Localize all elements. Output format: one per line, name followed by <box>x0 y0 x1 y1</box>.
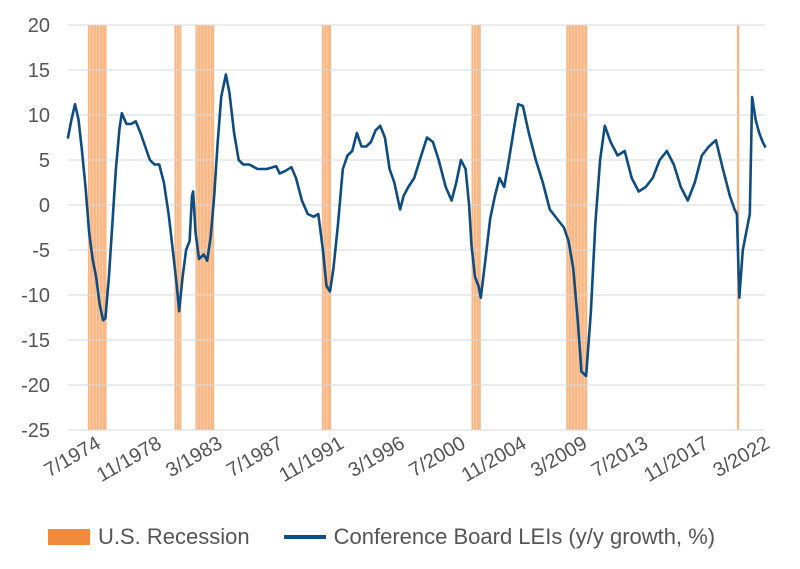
y-tick-label: 15 <box>28 60 50 82</box>
x-tick-label: 3/1996 <box>345 432 409 482</box>
y-tick-label: -10 <box>21 285 50 307</box>
recession-band <box>566 25 588 430</box>
x-tick-label: 11/2017 <box>640 432 712 486</box>
y-axis-ticks: 20 15 10 5 0 -5 -10 -15 -20 -25 <box>21 15 50 442</box>
y-tick-label: -25 <box>21 420 50 442</box>
y-tick-label: 0 <box>39 195 50 217</box>
x-tick-label: 11/1978 <box>93 432 165 486</box>
recession-band <box>174 25 182 430</box>
x-axis-ticks: 7/197411/19783/19837/198711/19913/19967/… <box>41 432 774 486</box>
series-lines <box>66 73 767 378</box>
y-tick-label: -15 <box>21 330 50 352</box>
y-tick-label: 5 <box>39 150 50 172</box>
legend: U.S. Recession Conference Board LEIs (y/… <box>48 522 749 552</box>
x-tick-label: 11/1991 <box>275 432 347 486</box>
recession-band <box>321 25 332 430</box>
legend-swatch-recession <box>48 529 90 545</box>
x-tick-label: 7/1974 <box>41 432 105 482</box>
x-tick-label: 7/2013 <box>588 432 652 482</box>
legend-label-recession: U.S. Recession <box>98 524 250 549</box>
x-tick-label: 3/2022 <box>710 432 774 482</box>
legend-item-recession: U.S. Recession <box>48 524 250 550</box>
recession-bands <box>87 25 740 430</box>
gridlines <box>68 24 765 431</box>
legend-item-lei: Conference Board LEIs (y/y growth, %) <box>283 524 716 550</box>
x-tick-label: 3/1983 <box>162 432 226 482</box>
y-tick-label: -5 <box>32 240 50 262</box>
x-tick-label: 3/2009 <box>527 432 591 482</box>
recession-band <box>195 25 215 430</box>
legend-label-lei: Conference Board LEIs (y/y growth, %) <box>333 524 716 549</box>
x-tick-label: 11/2004 <box>458 432 530 486</box>
x-tick-label: 7/1987 <box>223 432 287 482</box>
legend-swatch-lei <box>283 535 326 539</box>
series-line-lei <box>66 73 767 378</box>
y-tick-label: 20 <box>28 15 50 37</box>
x-tick-label: 7/2000 <box>405 432 469 482</box>
recession-band <box>471 25 481 430</box>
recession-band <box>87 25 107 430</box>
y-tick-label: 10 <box>28 105 50 127</box>
y-tick-label: -20 <box>21 375 50 397</box>
